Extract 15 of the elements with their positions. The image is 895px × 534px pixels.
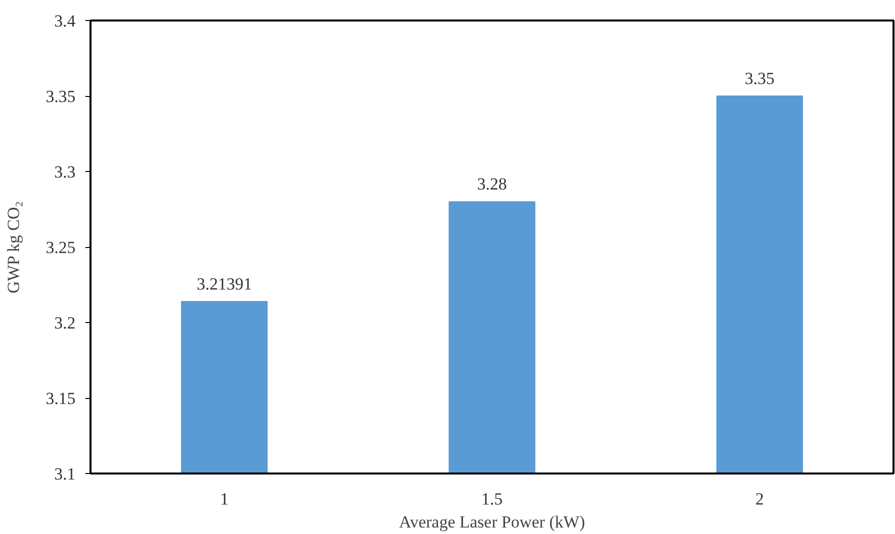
y-tick-label: 3.35 [46, 87, 76, 106]
y-axis-title: GWP kg CO₂ [4, 201, 23, 294]
y-tick-label: 3.25 [46, 238, 76, 257]
y-tick-label: 3.15 [46, 389, 76, 408]
x-tick-label: 2 [755, 490, 764, 508]
y-tick-label: 3.2 [54, 314, 76, 332]
data-label: 3.35 [744, 69, 775, 88]
x-tick-label: 1.5 [481, 490, 503, 508]
x-tick-label: 1 [220, 490, 229, 508]
y-tick-label: 3.1 [54, 464, 76, 484]
y-tick-label: 3.4 [54, 12, 76, 30]
y-tick-label: 3.3 [54, 162, 76, 182]
data-label: 3.28 [477, 174, 507, 194]
data-label: 3.21391 [196, 274, 252, 294]
x-axis-title: Average Laser Power (kW) [398, 512, 586, 532]
